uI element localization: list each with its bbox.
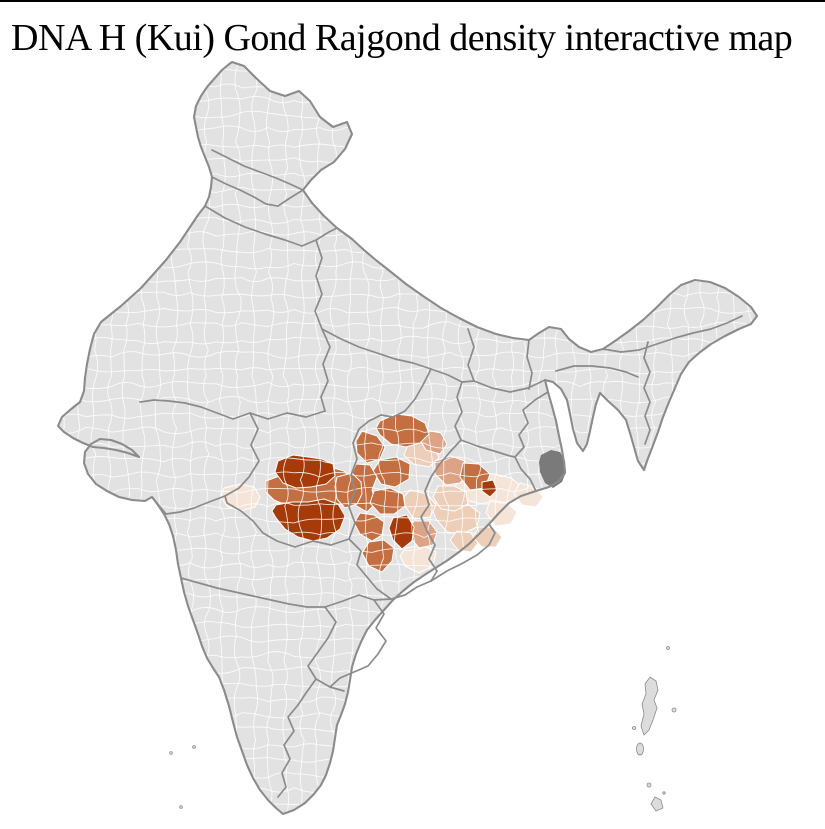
state-borders: [139, 149, 743, 798]
district-region-central-south[interactable]: [361, 539, 395, 573]
district-region-central-dark[interactable]: [388, 514, 415, 550]
top-rule: [0, 0, 825, 2]
andaman-nicobar-islands: [632, 646, 677, 812]
lakshadweep-islands: [169, 745, 196, 809]
district-region-central-topwest[interactable]: [355, 430, 386, 464]
district-region-sundarbans-dense: [539, 450, 566, 488]
special-region-layer: [539, 450, 566, 488]
india-outline: [56, 60, 759, 816]
district-region-central-mid-2[interactable]: [369, 487, 406, 515]
page-title: DNA H (Kui) Gond Rajgond density interac…: [11, 17, 793, 59]
district-region-west-dark-south[interactable]: [271, 498, 346, 542]
